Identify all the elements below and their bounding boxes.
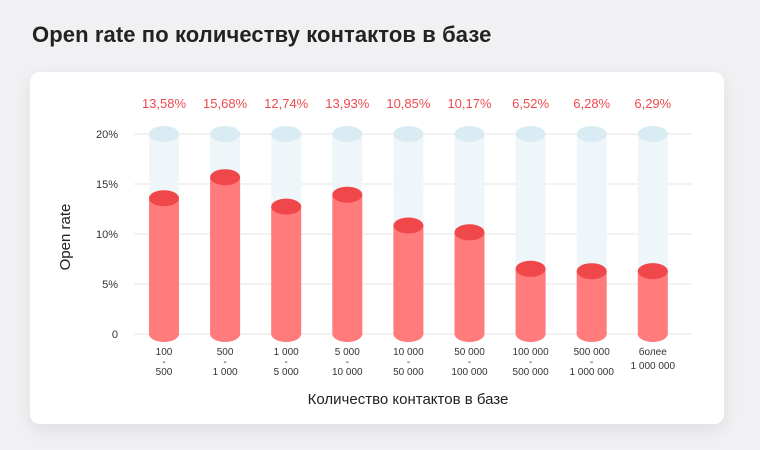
x-tick-label-line: 1 000	[213, 367, 238, 378]
x-tick-label-line: -	[529, 357, 532, 368]
value-label: 10,85%	[386, 96, 431, 111]
x-tick-label: 10 000 -50 000	[393, 347, 424, 378]
x-tick-label-line: 10 000	[332, 367, 363, 378]
value-label: 13,58%	[142, 96, 187, 111]
x-tick-label-line: 500	[156, 367, 173, 378]
value-label: 12,74%	[264, 96, 309, 111]
bar	[149, 190, 179, 342]
x-tick-label: 50 000 -100 000	[451, 347, 488, 378]
x-tick-label: 100 -500	[156, 347, 173, 378]
x-tick-label-line: -	[285, 357, 288, 368]
bar	[576, 263, 607, 342]
page-title: Open rate по количеству контактов в базе	[32, 22, 492, 47]
y-tick-label: 15%	[96, 179, 118, 191]
bar	[637, 263, 668, 342]
x-tick-label-line: -	[590, 357, 593, 368]
value-labels: 13,58% 15,68% 12,74% 13,93% 10,85% 10,17% 6,52…	[142, 96, 672, 111]
x-tick-label-line: -	[468, 357, 471, 368]
value-label: 6,29%	[634, 96, 671, 111]
x-tick-label-line: 50 000	[393, 367, 424, 378]
x-tick-label: 5 000 -10 000	[332, 347, 363, 378]
x-tick-label-line: 5 000	[335, 347, 360, 358]
x-tick-label-line: 5 000	[274, 367, 299, 378]
x-tick-label: 500 000 -1 000 000	[569, 347, 614, 378]
value-label: 6,52%	[512, 96, 549, 111]
value-label: 15,68%	[203, 96, 248, 111]
x-tick-label-line: -	[223, 357, 226, 368]
y-tick-labels: 0 5% 10% 15% 20%	[96, 129, 118, 341]
y-tick-label: 20%	[96, 129, 118, 141]
x-tick-label-line: 1 000	[274, 347, 299, 358]
value-label: 10,17%	[447, 96, 492, 111]
chart-card: 0 5% 10% 15% 20% 13,58% 15,68% 12,74% 13,93% 10,…	[30, 72, 724, 424]
x-tick-label-line: -	[346, 357, 349, 368]
bar	[332, 186, 363, 342]
x-tick-label-line: 500 000	[574, 347, 611, 358]
x-tick-label: 100 000 -500 000	[513, 347, 550, 378]
value-label: 6,28%	[573, 96, 610, 111]
x-tick-label-line: 1 000 000	[631, 361, 676, 372]
y-tick-label: 10%	[96, 229, 118, 241]
bar	[393, 217, 424, 342]
bar	[271, 198, 302, 342]
bar	[454, 224, 485, 342]
x-tick-label-line: 100	[156, 347, 173, 358]
value-label: 13,93%	[325, 96, 370, 111]
x-tick-label: 500 -1 000	[213, 347, 238, 378]
x-tick-label-line: 100 000	[513, 347, 550, 358]
bar	[515, 260, 546, 342]
x-axis-label: Количество контактов в базе	[308, 391, 509, 408]
x-tick-label-line: 500	[217, 347, 234, 358]
x-tick-label-line: 100 000	[451, 367, 488, 378]
bar	[210, 169, 241, 342]
y-tick-label: 0	[112, 329, 118, 341]
bar-chart: 0 5% 10% 15% 20% 13,58% 15,68% 12,74% 13,93% 10,…	[57, 96, 692, 408]
x-tick-label-line: 500 000	[513, 367, 550, 378]
x-tick-label-line: 50 000	[454, 347, 485, 358]
x-tick-label-line: 10 000	[393, 347, 424, 358]
x-tick-label: более 1 000 000	[631, 346, 676, 372]
x-tick-label-line: -	[407, 357, 410, 368]
x-tick-label-line: более	[639, 346, 667, 358]
bars	[149, 169, 668, 342]
y-axis-label: Open rate	[57, 204, 74, 271]
x-tick-label-line: -	[162, 357, 165, 368]
x-tick-label: 1 000 -5 000	[274, 347, 299, 378]
x-tick-label-line: 1 000 000	[569, 367, 614, 378]
y-tick-label: 5%	[102, 279, 118, 291]
